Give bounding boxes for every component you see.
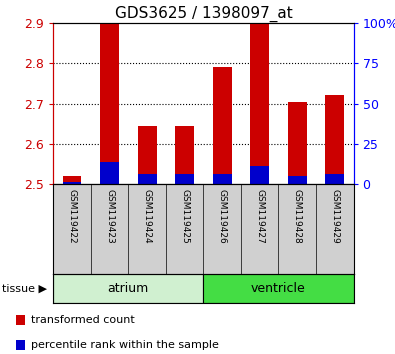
- Text: GSM119428: GSM119428: [293, 189, 302, 243]
- Text: GSM119422: GSM119422: [68, 189, 77, 243]
- Text: GSM119429: GSM119429: [330, 189, 339, 243]
- Bar: [325, 96, 344, 184]
- Bar: [288, 102, 307, 184]
- Title: GDS3625 / 1398097_at: GDS3625 / 1398097_at: [115, 5, 292, 22]
- Bar: [63, 176, 81, 184]
- Bar: [53, 274, 203, 303]
- Text: GSM119426: GSM119426: [218, 189, 227, 243]
- Text: transformed count: transformed count: [31, 315, 135, 325]
- Bar: [138, 126, 156, 184]
- Bar: [325, 174, 344, 184]
- Bar: [250, 166, 269, 184]
- Text: ventricle: ventricle: [251, 282, 306, 295]
- Text: GSM119424: GSM119424: [143, 189, 152, 243]
- Text: GSM119425: GSM119425: [180, 189, 189, 243]
- Text: atrium: atrium: [108, 282, 149, 295]
- Bar: [100, 23, 119, 184]
- Bar: [175, 126, 194, 184]
- Text: GSM119423: GSM119423: [105, 189, 114, 243]
- Text: tissue ▶: tissue ▶: [2, 284, 47, 293]
- Bar: [213, 174, 231, 184]
- Bar: [175, 174, 194, 184]
- Text: GSM119427: GSM119427: [255, 189, 264, 243]
- Bar: [138, 174, 156, 184]
- Bar: [288, 176, 307, 184]
- Bar: [203, 274, 354, 303]
- Bar: [250, 23, 269, 184]
- Bar: [16, 315, 25, 325]
- Text: percentile rank within the sample: percentile rank within the sample: [31, 340, 219, 350]
- Bar: [213, 67, 231, 184]
- Bar: [16, 339, 25, 350]
- Bar: [63, 182, 81, 184]
- Bar: [100, 162, 119, 184]
